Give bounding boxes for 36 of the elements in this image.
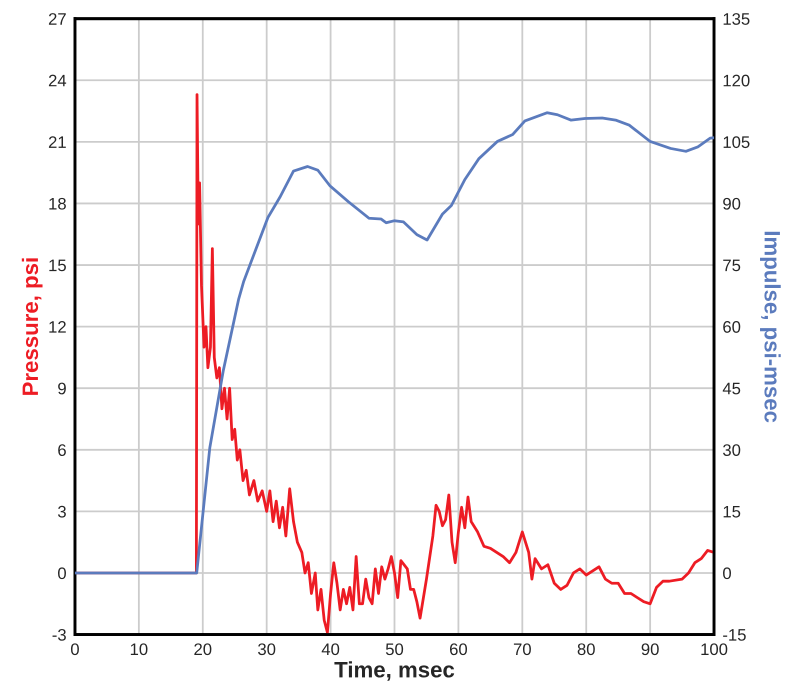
y2-tick-label: 105	[724, 136, 750, 148]
x-tick-label: 40	[322, 643, 340, 656]
x-tick-label: 10	[130, 643, 148, 656]
y-tick-label: 6	[58, 444, 66, 456]
y-tick-label: 3	[58, 506, 66, 518]
y-axis-title: Pressure, psi	[22, 258, 43, 395]
x-tick-label: 90	[642, 643, 659, 656]
y2-tick-label: 75	[723, 260, 740, 272]
y-tick-label: -3	[52, 628, 66, 641]
y-tick-label: 18	[49, 198, 66, 210]
y2-tick-label: 90	[723, 198, 740, 210]
x-tick-label: 30	[258, 643, 276, 656]
y-tick-label: 9	[58, 382, 66, 394]
y2-axis-title: Impulse, psi-msec	[760, 232, 781, 422]
y-tick-label: 15	[49, 260, 66, 272]
y-tick-label: 0	[58, 567, 66, 580]
x-tick-label: 60	[450, 643, 468, 656]
y-tick-label: 24	[48, 74, 66, 86]
x-tick-label: 20	[194, 643, 212, 656]
y2-tick-label: 45	[722, 382, 740, 394]
x-tick-label: 70	[514, 643, 531, 656]
y2-tick-label: 120	[724, 74, 750, 86]
x-axis-title: Time, msec	[334, 661, 454, 681]
y-tick-label: 27	[48, 13, 66, 25]
y2-tick-label: 15	[724, 506, 740, 518]
y-tick-label: 12	[49, 321, 66, 333]
y2-tick-label: 60	[723, 321, 740, 333]
y2-tick-label: 30	[723, 444, 740, 456]
x-tick-label: 80	[578, 643, 595, 656]
y-tick-label: 21	[48, 136, 66, 148]
x-tick-label: 50	[386, 643, 404, 656]
x-tick-label: 0	[70, 643, 79, 656]
y2-tick-label: 135	[724, 13, 750, 25]
y2-tick-label: -15	[723, 629, 746, 641]
x-tick-label: 100	[701, 643, 728, 656]
y2-tick-label: 0	[723, 567, 731, 580]
